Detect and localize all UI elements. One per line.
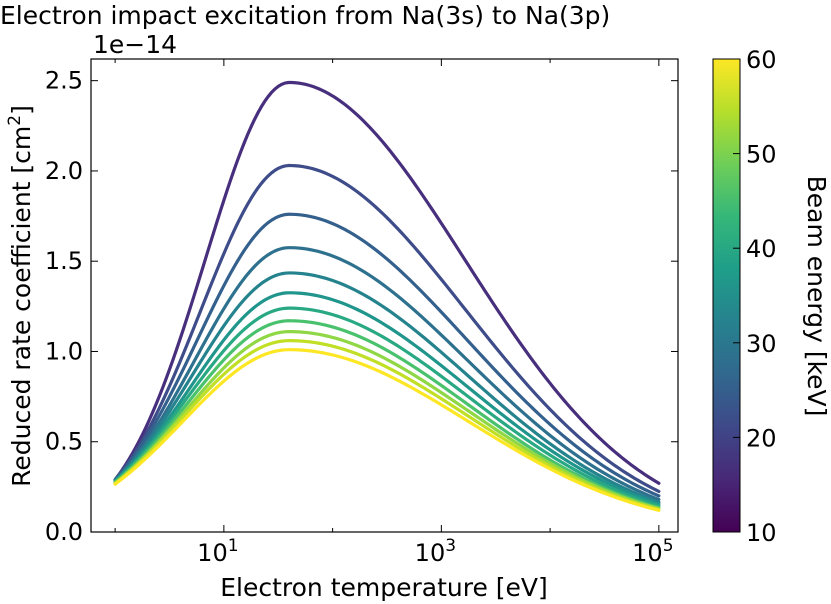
series-line-3 (113, 212, 661, 498)
plot-area (90, 58, 679, 533)
y-tick-label: 2.0 (45, 157, 83, 185)
series-line-5 (113, 271, 661, 504)
x-tick-label: 101 (197, 536, 238, 567)
y-tick-label: 1.0 (45, 337, 83, 365)
series-line-9 (113, 330, 661, 511)
colorbar-ticks: 10 20 30 40 50 60 (733, 46, 777, 547)
series-line-10 (113, 339, 661, 512)
colorbar-tick-label: 60 (746, 46, 777, 74)
y-axis-ticks: 0.0 0.5 1.0 1.5 2.0 2.5 (45, 67, 678, 546)
series-line-2 (113, 163, 661, 493)
colorbar-tick-label: 20 (746, 424, 777, 452)
y-axis-label: Reduced rate coefficient [cm2] (5, 105, 36, 487)
colorbar-tick-label: 30 (746, 330, 777, 358)
colorbar-tick-label: 40 (746, 235, 777, 263)
y-tick-label: 1.5 (45, 247, 83, 275)
x-tick-label: 105 (632, 536, 673, 567)
series-line-7 (113, 306, 661, 508)
series-line-11 (113, 348, 661, 512)
x-axis-label: Electron temperature [eV] (220, 573, 548, 602)
colorbar-label: Beam energy [keV] (802, 176, 831, 417)
plot-frame (90, 58, 679, 533)
x-tick-label: 103 (415, 536, 456, 567)
series-line-6 (113, 291, 661, 506)
chart-title: Electron impact excitation from Na(3s) t… (0, 1, 610, 30)
y-tick-label: 2.5 (45, 67, 83, 95)
y-tick-label: 0.0 (45, 518, 83, 546)
colorbar-tick-label: 10 (746, 519, 777, 547)
colorbar (712, 58, 741, 533)
series-line-1 (113, 80, 661, 485)
x-axis-ticks: 101 103 105 (114, 59, 674, 567)
series-line-8 (113, 319, 661, 510)
colorbar-tick-label: 50 (746, 141, 777, 169)
y-tick-label: 0.5 (45, 428, 83, 456)
series-line-4 (113, 246, 661, 502)
y-offset-label: 1e−14 (93, 30, 177, 59)
